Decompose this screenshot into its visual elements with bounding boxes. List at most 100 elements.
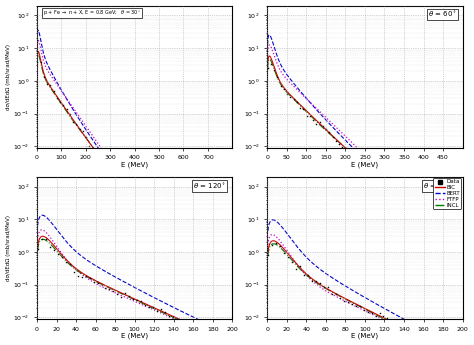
INCL — [379, 316, 384, 320]
INCL — [394, 323, 400, 327]
Line: Data: Data — [268, 243, 444, 345]
FTFP — [353, 304, 358, 308]
BIC — [122, 293, 128, 297]
FTFP — [458, 245, 464, 249]
Data — [268, 62, 274, 66]
FTFP — [352, 144, 358, 148]
FTFP — [69, 104, 74, 108]
Data — [297, 264, 303, 268]
Data — [424, 336, 430, 340]
Data — [80, 129, 86, 134]
BIC — [394, 322, 400, 326]
INCL — [267, 57, 273, 61]
Y-axis label: dσ/dEdΩ (mb/srad/MeV): dσ/dEdΩ (mb/srad/MeV) — [6, 44, 10, 110]
INCL — [379, 180, 384, 184]
INCL — [164, 248, 169, 252]
Line: BERT: BERT — [37, 30, 230, 333]
FTFP — [267, 43, 273, 47]
INCL — [180, 270, 186, 274]
Data — [138, 298, 144, 303]
Data — [341, 299, 346, 303]
FTFP — [164, 313, 169, 317]
X-axis label: E (MeV): E (MeV) — [351, 162, 379, 168]
FTFP — [148, 307, 154, 311]
Data — [404, 329, 410, 333]
Text: p + Fe $\rightarrow$ n + X, E = 0.8 GeV;   $\theta$ = 30$^\circ$: p + Fe $\rightarrow$ n + X, E = 0.8 GeV;… — [43, 8, 141, 18]
INCL — [300, 269, 305, 273]
BERT — [35, 28, 41, 32]
BIC — [40, 234, 46, 238]
Data — [110, 288, 116, 293]
Data — [277, 244, 283, 248]
BIC — [122, 190, 128, 194]
BERT — [180, 310, 186, 314]
Data — [35, 247, 41, 251]
BIC — [410, 331, 416, 335]
Data — [178, 319, 184, 323]
Data — [365, 309, 371, 314]
Line: BIC: BIC — [268, 241, 461, 345]
BIC — [180, 319, 186, 323]
BIC — [34, 59, 40, 63]
Data — [210, 310, 216, 314]
INCL — [34, 62, 40, 67]
BIC — [410, 209, 416, 214]
BIC — [228, 336, 233, 341]
INCL — [353, 302, 358, 306]
BIC — [164, 311, 169, 315]
BIC — [148, 305, 154, 309]
Data — [95, 282, 100, 286]
FTFP — [379, 169, 384, 173]
Data — [150, 305, 156, 309]
Line: FTFP: FTFP — [268, 235, 461, 345]
BERT — [270, 218, 276, 222]
INCL — [410, 331, 416, 335]
BERT — [410, 322, 416, 326]
Data — [198, 326, 204, 330]
Text: $\theta$ = 150$^\circ$: $\theta$ = 150$^\circ$ — [423, 181, 457, 190]
BIC — [315, 119, 320, 124]
FTFP — [35, 38, 41, 42]
BERT — [69, 246, 75, 250]
BERT — [394, 188, 400, 192]
Line: INCL: INCL — [37, 239, 230, 342]
Data — [309, 279, 315, 283]
Data — [301, 273, 307, 277]
Line: FTFP: FTFP — [37, 40, 230, 333]
BERT — [228, 333, 233, 337]
FTFP — [300, 269, 305, 273]
FTFP — [122, 295, 128, 299]
X-axis label: E (MeV): E (MeV) — [121, 162, 148, 168]
FTFP — [122, 180, 128, 184]
Data — [381, 314, 386, 318]
INCL — [122, 293, 128, 297]
Data — [345, 299, 351, 304]
Data — [432, 344, 438, 345]
INCL — [84, 137, 90, 141]
FTFP — [180, 321, 186, 325]
FTFP — [379, 317, 384, 321]
Data — [135, 298, 140, 302]
FTFP — [270, 233, 275, 237]
Line: BERT: BERT — [267, 35, 461, 250]
Data — [154, 309, 160, 313]
Data — [357, 304, 363, 308]
Data — [265, 66, 271, 70]
BERT — [353, 290, 358, 294]
Data — [158, 307, 164, 312]
FTFP — [39, 228, 45, 232]
INCL — [180, 319, 186, 324]
Data — [142, 303, 148, 307]
Data — [193, 287, 199, 291]
BERT — [35, 224, 40, 228]
FTFP — [84, 126, 90, 130]
BERT — [265, 229, 271, 233]
Data — [392, 323, 398, 327]
BERT — [315, 265, 320, 269]
Data — [67, 262, 73, 266]
Data — [43, 237, 49, 241]
INCL — [228, 335, 233, 339]
Data — [321, 285, 327, 289]
FTFP — [315, 283, 320, 287]
BIC — [228, 340, 233, 344]
